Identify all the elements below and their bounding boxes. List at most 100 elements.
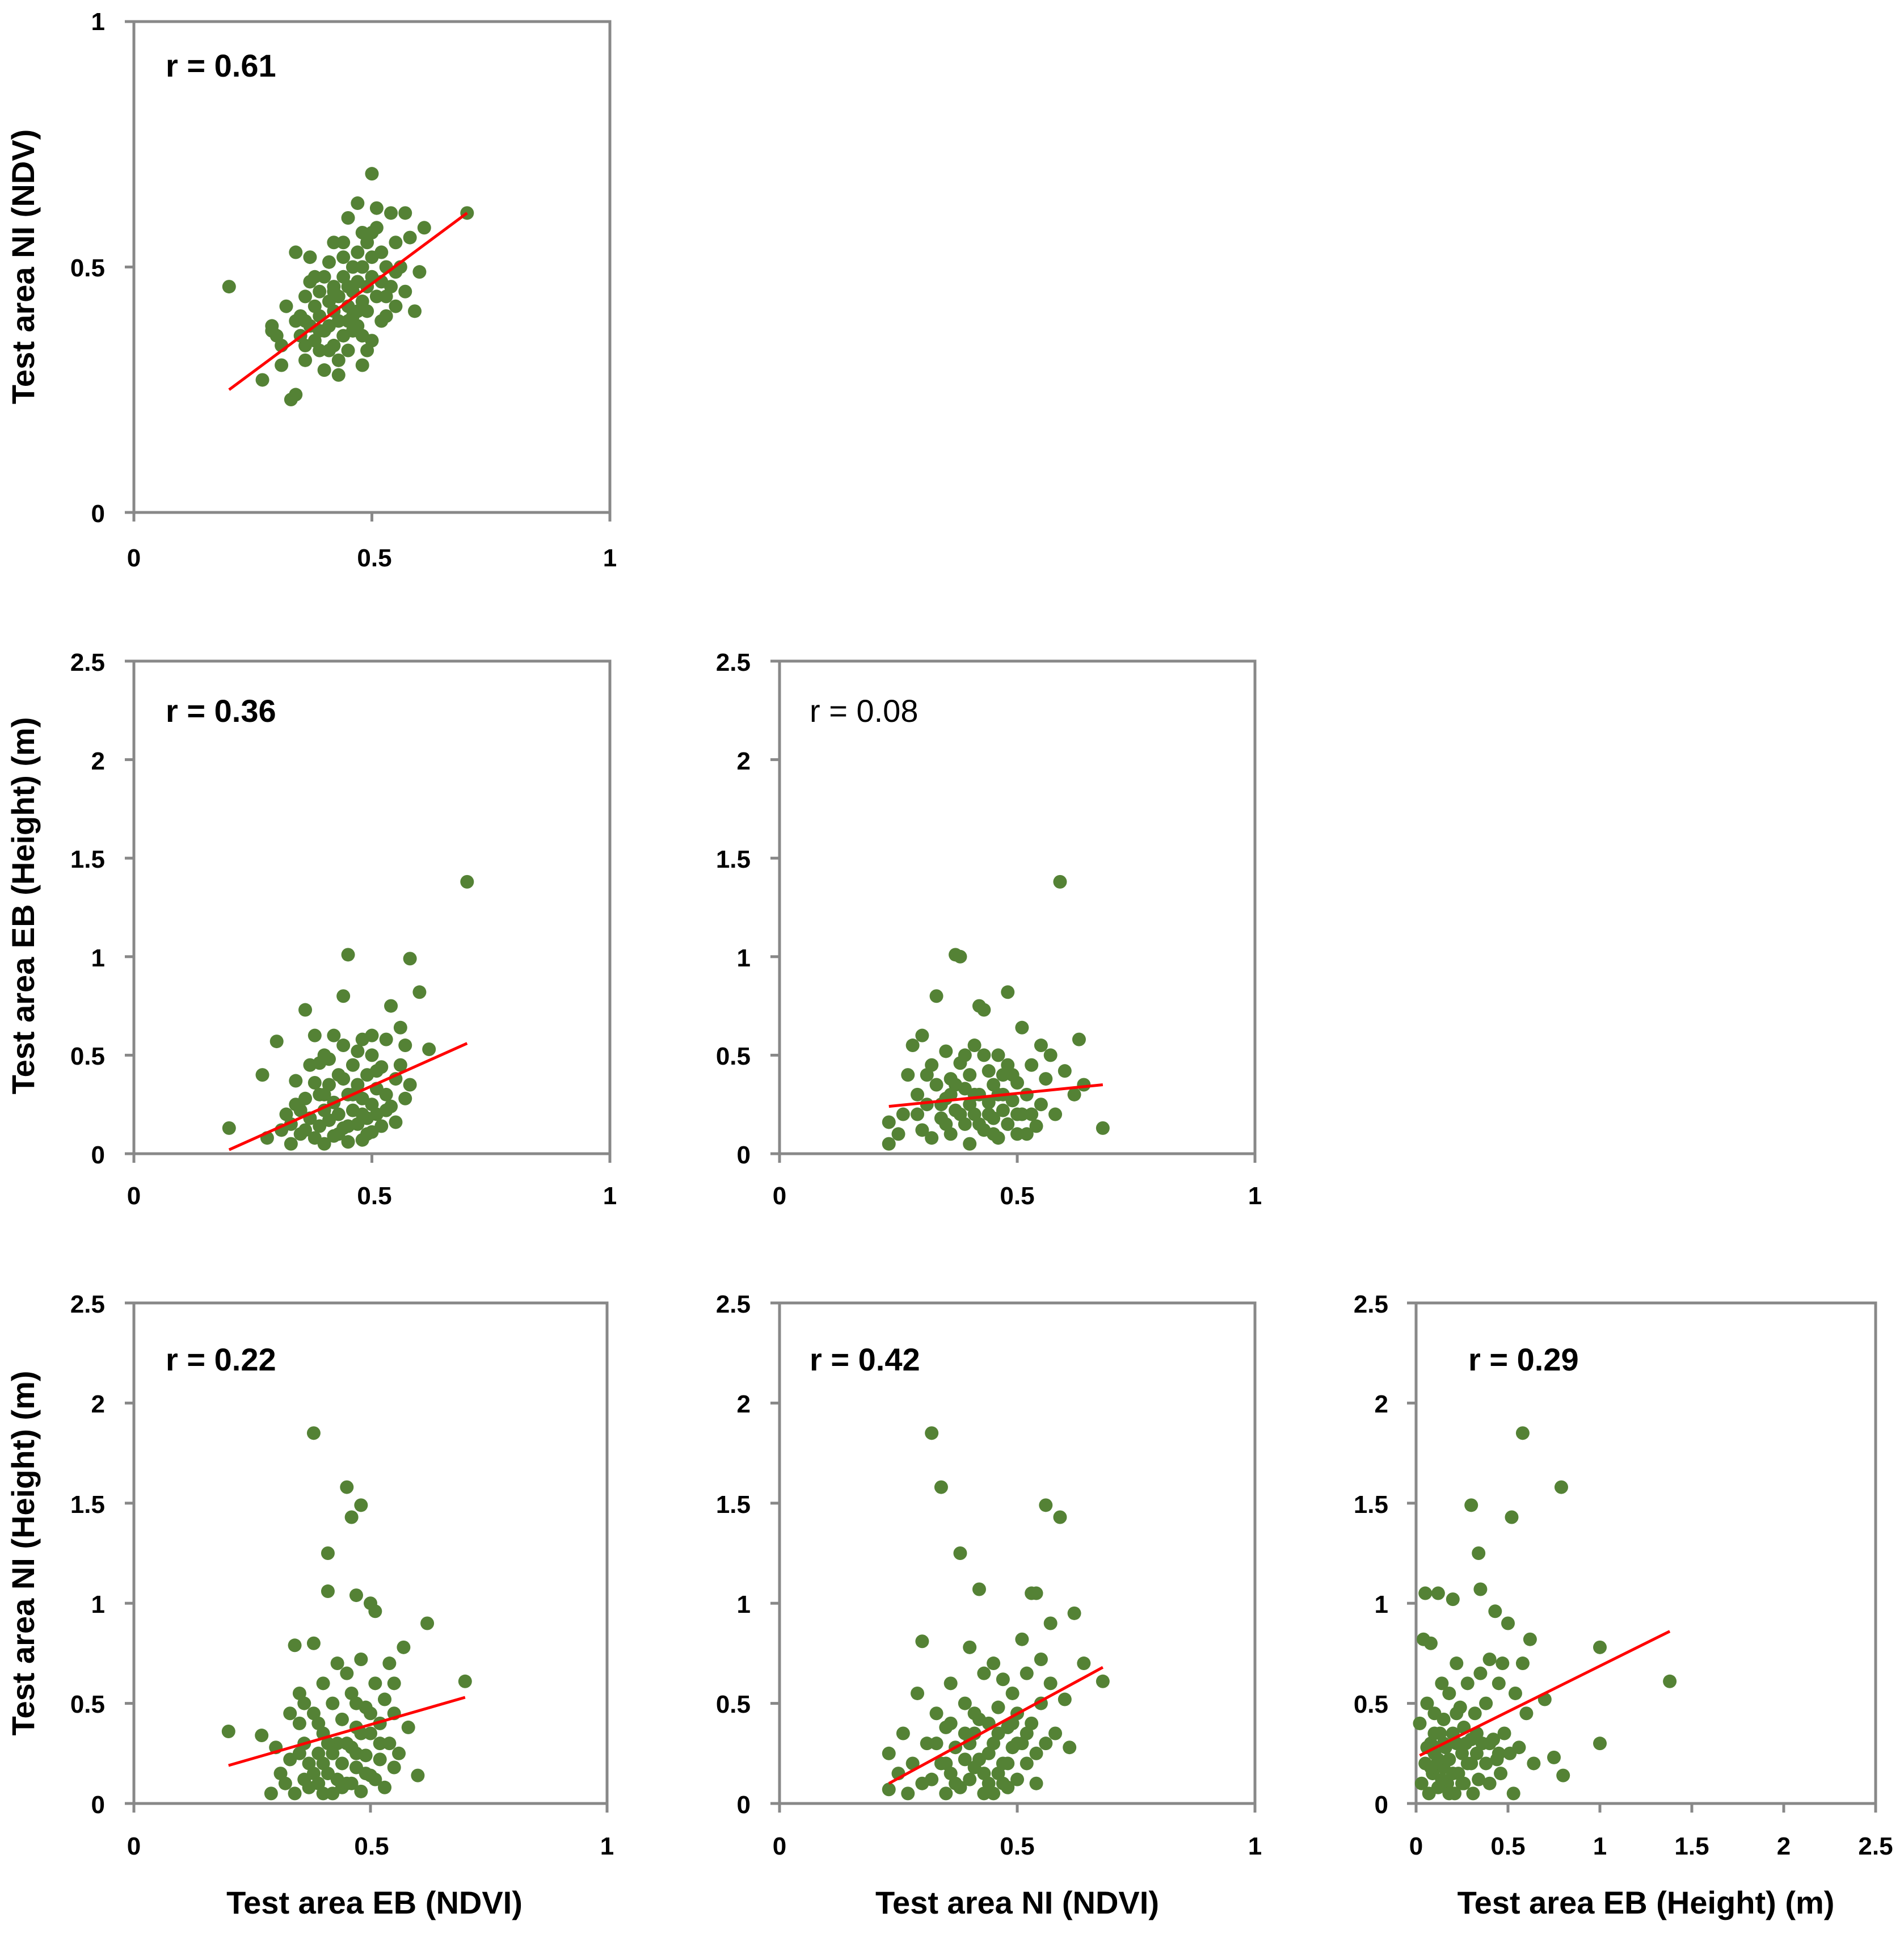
x-tick-label: 2 (1777, 1832, 1791, 1860)
data-point (943, 1676, 958, 1691)
data-point (1556, 1768, 1570, 1782)
data-point (331, 314, 346, 328)
data-point (382, 1737, 397, 1751)
data-point (292, 1716, 306, 1730)
data-point (1435, 1772, 1449, 1786)
data-point (412, 265, 427, 279)
data-point (322, 255, 336, 269)
data-point (255, 373, 269, 387)
data-point (311, 1716, 326, 1730)
data-point (398, 206, 412, 220)
data-point (403, 230, 417, 245)
data-point (408, 304, 422, 318)
data-point (389, 299, 403, 313)
data-point (982, 1064, 996, 1078)
data-point (1450, 1656, 1464, 1671)
y-axis-label: Test area NI (Height) (m) (5, 1370, 41, 1735)
plot-area-eb-height-vs-ni-height (1407, 1301, 1877, 1813)
data-point (1039, 1498, 1053, 1512)
x-tick-label: 1.5 (1674, 1832, 1709, 1860)
data-point (1427, 1726, 1442, 1740)
y-tick-label: 2 (737, 1390, 751, 1418)
data-point (384, 206, 398, 220)
data-point (392, 1746, 406, 1760)
data-point (1464, 1756, 1478, 1771)
y-tick-label: 1.5 (716, 846, 751, 873)
data-point (1034, 1098, 1048, 1112)
data-point (340, 1737, 354, 1751)
data-point (341, 211, 355, 225)
x-tick-label: 0 (127, 544, 141, 572)
data-point (297, 1696, 311, 1710)
y-tick-label: 0 (91, 1141, 105, 1169)
data-point (1593, 1640, 1607, 1654)
data-point (417, 221, 431, 235)
x-tick-label: 1 (600, 1832, 614, 1860)
data-point (341, 343, 355, 358)
data-point (996, 1672, 1010, 1687)
y-tick-label: 2 (737, 747, 751, 775)
data-point (963, 1137, 977, 1151)
data-point (1446, 1592, 1460, 1607)
data-point (1505, 1510, 1519, 1524)
data-point (972, 1582, 986, 1596)
data-point (368, 1604, 382, 1618)
data-point (298, 353, 313, 367)
x-tick-label: 0.5 (1490, 1832, 1525, 1860)
data-point (316, 1786, 330, 1801)
data-point (977, 1767, 991, 1781)
data-point (378, 1692, 392, 1706)
data-point (949, 1776, 963, 1790)
data-point (905, 1039, 920, 1053)
data-point (1437, 1712, 1451, 1726)
x-tick-label: 0 (127, 1832, 141, 1860)
data-point (987, 1127, 1001, 1141)
data-point (911, 1087, 925, 1101)
data-point (313, 1056, 327, 1070)
y-tick-label: 0 (737, 1791, 751, 1819)
x-tick-label: 0.5 (1000, 1832, 1034, 1860)
data-point (265, 323, 279, 338)
x-axis-label: Test area EB (NDVI) (226, 1885, 523, 1920)
data-point (360, 1127, 374, 1141)
data-point (288, 1786, 302, 1801)
data-point (943, 1716, 958, 1730)
y-tick-label: 2 (1375, 1390, 1388, 1418)
data-point (369, 1064, 384, 1078)
y-tick-label: 1.5 (1354, 1491, 1388, 1519)
data-point (1063, 1740, 1077, 1755)
panel-eb-ndvi-vs-ni-height: Test area NI (Height) (m) r = 0.22 0 0.5… (5, 1290, 614, 1920)
x-tick-label: 1 (603, 544, 617, 572)
y-tick-label: 1.5 (70, 846, 105, 873)
data-point (289, 1098, 303, 1112)
data-point (1001, 1117, 1015, 1131)
data-point (1442, 1686, 1456, 1700)
data-point (387, 1760, 401, 1775)
y-tick-label: 2.5 (716, 1290, 751, 1318)
data-point (354, 1652, 368, 1666)
data-point (279, 299, 293, 313)
plot-area-eb-ndvi-vs-eb-height (125, 659, 612, 1163)
data-point (307, 1028, 322, 1042)
data-point (326, 1746, 340, 1760)
data-point (882, 1782, 896, 1797)
data-point (939, 1117, 953, 1131)
data-point (1413, 1716, 1427, 1730)
correlation-label: r = 0.36 (166, 693, 276, 729)
data-point (411, 1768, 425, 1782)
data-point (977, 1003, 991, 1017)
data-point (326, 1696, 340, 1710)
y-tick-label: 1 (91, 8, 105, 36)
data-point (373, 1737, 387, 1751)
y-tick-label: 1 (737, 944, 751, 972)
data-point (401, 1720, 415, 1734)
y-tick-label: 2.5 (70, 649, 105, 676)
data-point (365, 1028, 379, 1042)
data-point (298, 289, 313, 304)
data-point (327, 1028, 341, 1042)
data-point (384, 280, 398, 294)
data-point (1020, 1726, 1034, 1740)
data-point (987, 1656, 1001, 1671)
data-point (1029, 1119, 1043, 1133)
data-point (1515, 1656, 1530, 1671)
